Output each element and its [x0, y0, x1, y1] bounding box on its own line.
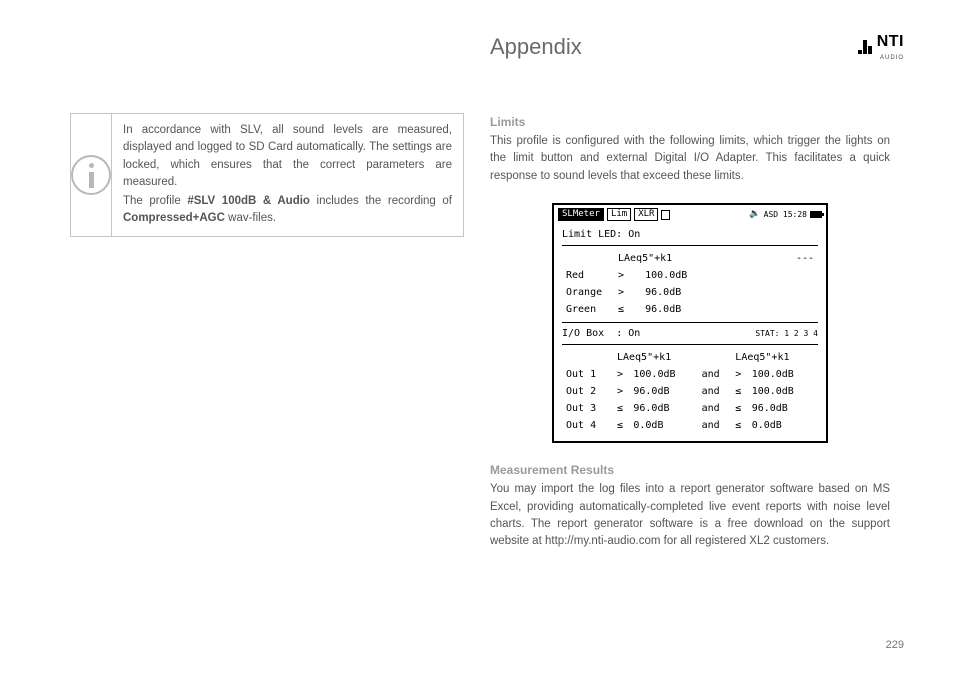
limits-body: This profile is configured with the foll… [490, 133, 890, 185]
info-text: In accordance with SLV, all sound levels… [112, 114, 463, 236]
led-table: LAeq5"+k1--- Red>100.0dB Orange>96.0dB G… [562, 249, 818, 319]
right-column: Limits This profile is configured with t… [490, 113, 890, 568]
table-row: Orange>96.0dB [564, 285, 816, 300]
table-row: Out 3≤96.0dBand≤96.0dB [564, 401, 816, 416]
out-table: LAeq5"+k1LAeq5"+k1 Out 1>100.0dBand>100.… [562, 348, 818, 435]
limit-led-row: Limit LED: On [562, 227, 818, 242]
info-paragraph-1: In accordance with SLV, all sound levels… [123, 122, 452, 191]
logo-text: NTI [877, 30, 904, 54]
page-title: Appendix [490, 30, 582, 63]
info-icon-cell [71, 114, 112, 236]
table-row: Out 2>96.0dBand≤100.0dB [564, 384, 816, 399]
table-row: Green≤96.0dB [564, 302, 816, 317]
results-heading: Measurement Results [490, 461, 890, 479]
device-clock: ASD 15:28 [764, 209, 807, 221]
sd-icon [661, 210, 670, 220]
device-topbar: SLMeter Lim XLR 🔉 ASD 15:28 [554, 205, 826, 224]
speaker-icon: 🔉 [749, 208, 760, 222]
tab-lim: Lim [607, 208, 631, 221]
tab-xlr: XLR [634, 208, 658, 221]
table-row: Out 4≤0.0dBand≤0.0dB [564, 418, 816, 433]
tab-slmeter: SLMeter [558, 208, 604, 221]
info-icon [71, 155, 111, 195]
info-box: In accordance with SLV, all sound levels… [70, 113, 464, 237]
page-number: 229 [886, 637, 904, 654]
table-row: Red>100.0dB [564, 268, 816, 283]
brand-logo: NTI AUDIO [858, 30, 904, 63]
results-body: You may import the log files into a repo… [490, 481, 890, 550]
table-row: Out 1>100.0dBand>100.0dB [564, 367, 816, 382]
device-screenshot: SLMeter Lim XLR 🔉 ASD 15:28 Limit LED: O… [552, 203, 828, 444]
io-row: I/O Box : On STAT: 1 2 3 4 [562, 326, 818, 341]
battery-icon [810, 211, 822, 218]
info-paragraph-2: The profile #SLV 100dB & Audio includes … [123, 193, 452, 228]
page-header: Appendix NTI AUDIO [490, 30, 904, 63]
logo-subtext: AUDIO [880, 54, 904, 63]
limits-heading: Limits [490, 113, 890, 131]
